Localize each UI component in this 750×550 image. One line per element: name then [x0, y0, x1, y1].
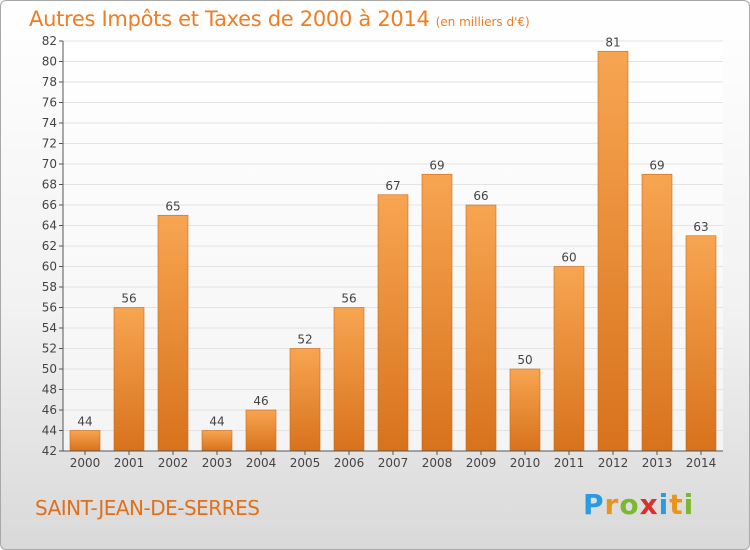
- x-tick-label-2000: 2000: [70, 456, 101, 470]
- data-label-2007: 67: [385, 179, 400, 193]
- y-tick-label: 42: [42, 444, 57, 458]
- y-tick-label: 80: [42, 55, 57, 69]
- x-tick-label-2006: 2006: [334, 456, 365, 470]
- x-tick-label-2005: 2005: [290, 456, 321, 470]
- x-tick-label-2013: 2013: [642, 456, 673, 470]
- y-tick-label: 48: [42, 383, 57, 397]
- bar-2010: [509, 368, 541, 452]
- y-tick-label: 60: [42, 260, 57, 274]
- bar-2001: [113, 307, 145, 452]
- data-label-2004: 46: [253, 394, 268, 408]
- y-tick-label: 46: [42, 403, 57, 417]
- bar-2008: [421, 173, 453, 452]
- chart-title-text: Autres Impôts et Taxes de 2000 à 2014: [29, 7, 430, 31]
- x-tick-label-2001: 2001: [114, 456, 145, 470]
- x-tick-label-2012: 2012: [598, 456, 629, 470]
- bar-2012: [597, 50, 629, 452]
- bar-2000: [69, 430, 101, 452]
- y-tick-label: 50: [42, 362, 57, 376]
- bar-2011: [553, 266, 585, 452]
- bar-2013: [641, 173, 673, 452]
- data-label-2009: 66: [473, 189, 488, 203]
- bar-2014: [685, 235, 717, 452]
- y-tick-label: 66: [42, 198, 57, 212]
- y-tick-label: 78: [42, 75, 57, 89]
- x-tick-label-2002: 2002: [158, 456, 189, 470]
- x-tick-label-2007: 2007: [378, 456, 409, 470]
- data-label-2014: 63: [693, 220, 708, 234]
- x-tick-label-2014: 2014: [686, 456, 717, 470]
- y-tick-label: 72: [42, 137, 57, 151]
- y-tick-label: 54: [42, 321, 57, 335]
- y-tick-label: 64: [42, 219, 57, 233]
- logo-letter: r: [604, 488, 620, 521]
- y-tick-label: 82: [42, 34, 57, 48]
- data-label-2001: 56: [121, 292, 136, 306]
- bar-2006: [333, 307, 365, 452]
- data-label-2002: 65: [165, 199, 180, 213]
- y-tick-label: 76: [42, 96, 57, 110]
- chart-title: Autres Impôts et Taxes de 2000 à 2014 (en…: [29, 7, 530, 31]
- x-tick-label-2009: 2009: [466, 456, 497, 470]
- commune-name: SAINT-JEAN-DE-SERRES: [35, 496, 260, 520]
- axes: 42 44 46 48 50 52 54 56 58 60 62 64 66 68 70 72 74 76 78 80…: [42, 34, 723, 470]
- bar-2002: [157, 214, 189, 452]
- y-tick-label: 58: [42, 280, 57, 294]
- x-tick-label-2010: 2010: [510, 456, 541, 470]
- data-label-2012: 81: [605, 35, 620, 49]
- data-label-2011: 60: [561, 251, 576, 265]
- bar-2003: [201, 430, 233, 452]
- y-tick-label: 52: [42, 342, 57, 356]
- logo-letter: x: [639, 488, 659, 521]
- chart-subtitle: (en milliers d'€): [435, 15, 530, 29]
- bar-2004: [245, 409, 277, 452]
- x-tick-label-2008: 2008: [422, 456, 453, 470]
- x-tick-label-2003: 2003: [202, 456, 233, 470]
- logo-letter: P: [583, 488, 605, 521]
- bar-2007: [377, 194, 409, 452]
- logo-letter: o: [619, 488, 640, 521]
- bar-2009: [465, 204, 497, 452]
- y-tick-label: 62: [42, 239, 57, 253]
- data-label-2010: 50: [517, 353, 532, 367]
- y-tick-label: 56: [42, 301, 57, 315]
- data-label-2005: 52: [297, 333, 312, 347]
- data-label-2006: 56: [341, 292, 356, 306]
- data-label-2008: 69: [429, 158, 444, 172]
- y-tick-label: 74: [42, 116, 57, 130]
- data-label-2013: 69: [649, 158, 664, 172]
- data-label-2003: 44: [209, 415, 224, 429]
- logo-letter: i: [658, 488, 670, 521]
- x-tick-label-2004: 2004: [246, 456, 277, 470]
- x-tick-label-2011: 2011: [554, 456, 585, 470]
- data-label-2000: 44: [77, 415, 92, 429]
- logo-letter: t: [669, 488, 684, 521]
- y-tick-label: 44: [42, 424, 57, 438]
- bar-2005: [289, 348, 321, 452]
- y-tick-label: 70: [42, 157, 57, 171]
- proxiti-logo: Proxiti: [583, 488, 694, 521]
- logo-letter: i: [683, 488, 695, 521]
- y-tick-label: 68: [42, 178, 57, 192]
- bars: 44 56 65 44 46 52 56 67 69 66 50 60 81 69 63: [69, 35, 717, 452]
